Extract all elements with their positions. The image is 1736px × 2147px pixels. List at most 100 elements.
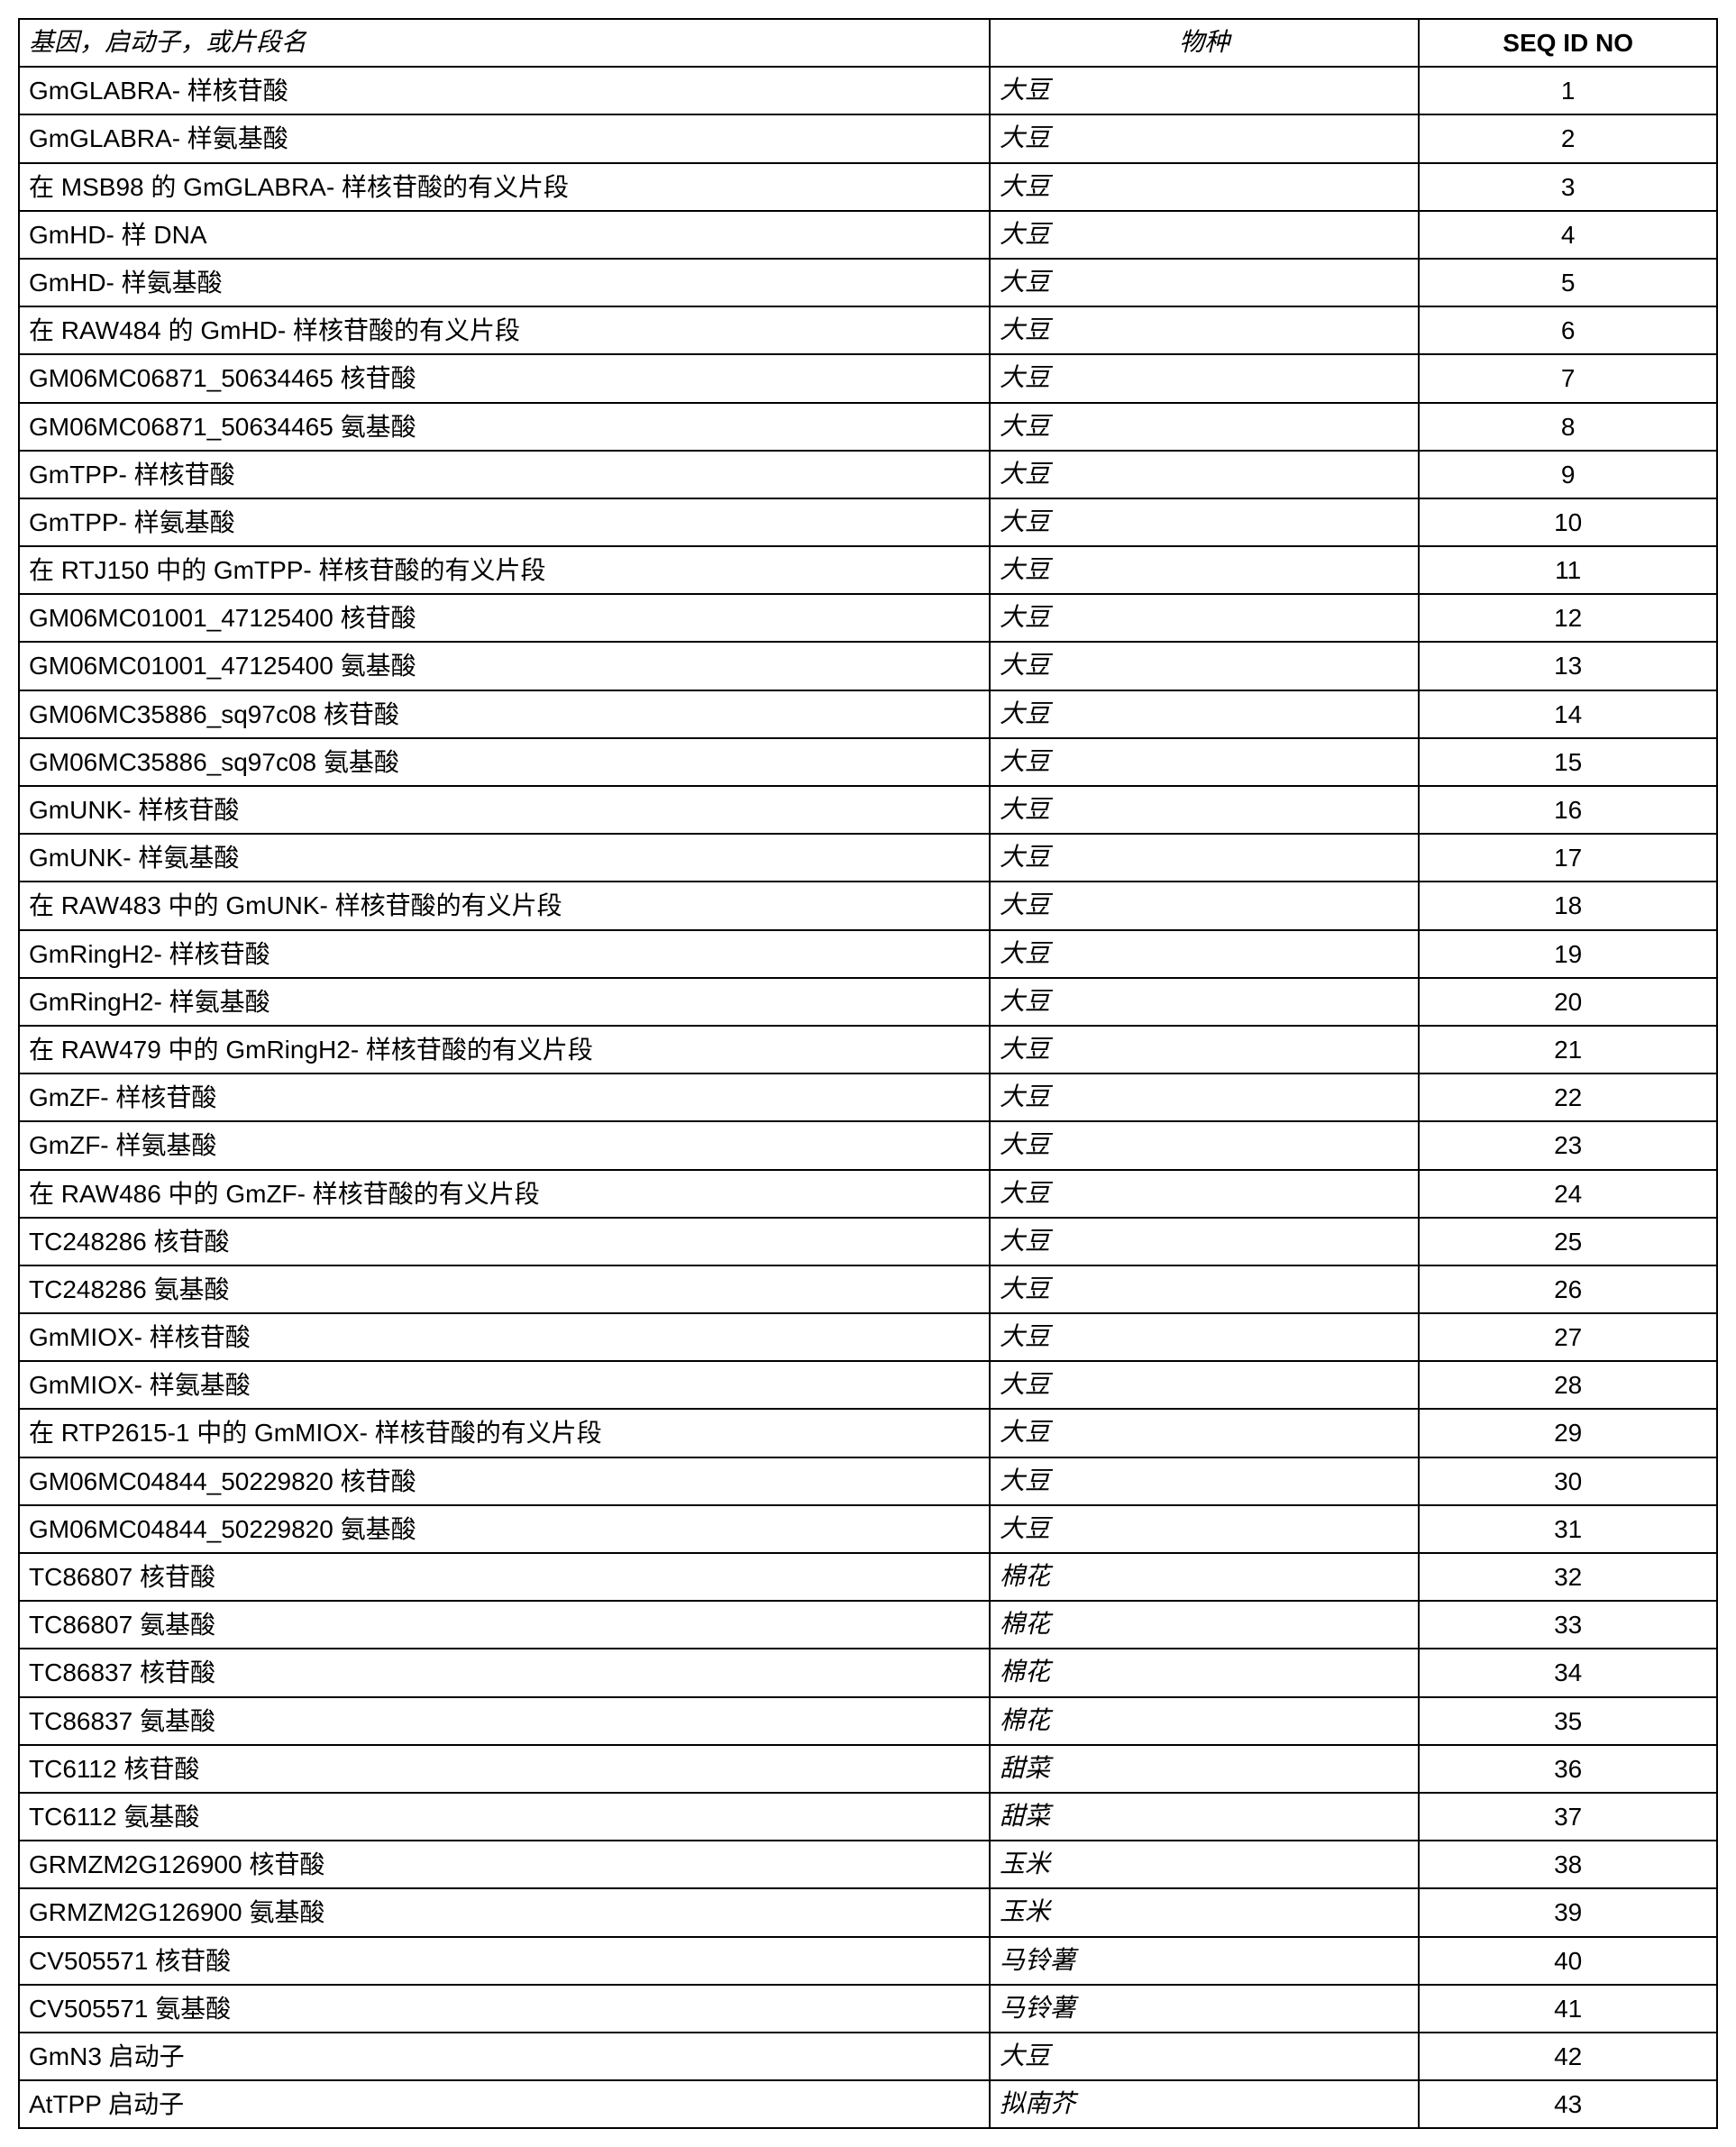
cell-seq-id: 2 bbox=[1419, 114, 1717, 162]
table-body: GmGLABRA- 样核苷酸大豆1GmGLABRA- 样氨基酸大豆2在 MSB9… bbox=[19, 67, 1717, 2128]
cell-gene-name: TC248286 氨基酸 bbox=[19, 1265, 990, 1313]
table-row: 在 RAW484 的 GmHD- 样核苷酸的有义片段大豆6 bbox=[19, 306, 1717, 354]
cell-seq-id: 26 bbox=[1419, 1265, 1717, 1313]
cell-gene-name: TC86807 核苷酸 bbox=[19, 1553, 990, 1601]
cell-species: 大豆 bbox=[990, 354, 1419, 402]
cell-seq-id: 19 bbox=[1419, 930, 1717, 978]
table-row: 在 RTP2615-1 中的 GmMIOX- 样核苷酸的有义片段大豆29 bbox=[19, 1409, 1717, 1457]
table-row: GM06MC01001_47125400 核苷酸大豆12 bbox=[19, 594, 1717, 642]
cell-species: 大豆 bbox=[990, 642, 1419, 690]
cell-gene-name: GmMIOX- 样氨基酸 bbox=[19, 1361, 990, 1409]
header-species: 物种 bbox=[990, 19, 1419, 67]
table-row: 在 RAW483 中的 GmUNK- 样核苷酸的有义片段大豆18 bbox=[19, 882, 1717, 929]
cell-species: 大豆 bbox=[990, 498, 1419, 546]
cell-seq-id: 15 bbox=[1419, 738, 1717, 786]
cell-gene-name: GmZF- 样核苷酸 bbox=[19, 1074, 990, 1121]
cell-gene-name: GmMIOX- 样核苷酸 bbox=[19, 1313, 990, 1361]
cell-species: 大豆 bbox=[990, 1218, 1419, 1265]
cell-seq-id: 1 bbox=[1419, 67, 1717, 114]
header-name: 基因，启动子，或片段名 bbox=[19, 19, 990, 67]
header-seq-id: SEQ ID NO bbox=[1419, 19, 1717, 67]
cell-seq-id: 21 bbox=[1419, 1026, 1717, 1074]
cell-gene-name: GM06MC01001_47125400 氨基酸 bbox=[19, 642, 990, 690]
cell-seq-id: 33 bbox=[1419, 1601, 1717, 1649]
cell-gene-name: 在 MSB98 的 GmGLABRA- 样核苷酸的有义片段 bbox=[19, 163, 990, 211]
cell-gene-name: GM06MC06871_50634465 核苷酸 bbox=[19, 354, 990, 402]
cell-seq-id: 37 bbox=[1419, 1793, 1717, 1841]
cell-seq-id: 27 bbox=[1419, 1313, 1717, 1361]
table-row: GRMZM2G126900 核苷酸玉米38 bbox=[19, 1841, 1717, 1888]
cell-species: 拟南芥 bbox=[990, 2080, 1419, 2128]
cell-gene-name: GmHD- 样氨基酸 bbox=[19, 259, 990, 306]
cell-species: 大豆 bbox=[990, 211, 1419, 259]
table-row: GmUNK- 样氨基酸大豆17 bbox=[19, 834, 1717, 882]
cell-gene-name: TC6112 氨基酸 bbox=[19, 1793, 990, 1841]
table-row: GmRingH2- 样核苷酸大豆19 bbox=[19, 930, 1717, 978]
cell-gene-name: 在 RAW479 中的 GmRingH2- 样核苷酸的有义片段 bbox=[19, 1026, 990, 1074]
cell-species: 大豆 bbox=[990, 1121, 1419, 1169]
cell-species: 大豆 bbox=[990, 1313, 1419, 1361]
cell-species: 马铃薯 bbox=[990, 1985, 1419, 2033]
cell-species: 大豆 bbox=[990, 882, 1419, 929]
table-row: CV505571 核苷酸马铃薯40 bbox=[19, 1937, 1717, 1985]
cell-seq-id: 17 bbox=[1419, 834, 1717, 882]
table-row: GmZF- 样氨基酸大豆23 bbox=[19, 1121, 1717, 1169]
cell-species: 大豆 bbox=[990, 834, 1419, 882]
cell-seq-id: 28 bbox=[1419, 1361, 1717, 1409]
cell-species: 玉米 bbox=[990, 1888, 1419, 1936]
cell-species: 棉花 bbox=[990, 1697, 1419, 1745]
cell-gene-name: CV505571 氨基酸 bbox=[19, 1985, 990, 2033]
cell-species: 大豆 bbox=[990, 1074, 1419, 1121]
cell-gene-name: GM06MC35886_sq97c08 核苷酸 bbox=[19, 690, 990, 738]
cell-species: 大豆 bbox=[990, 114, 1419, 162]
table-row: GM06MC35886_sq97c08 核苷酸大豆14 bbox=[19, 690, 1717, 738]
cell-gene-name: GmN3 启动子 bbox=[19, 2033, 990, 2080]
cell-seq-id: 11 bbox=[1419, 546, 1717, 594]
cell-seq-id: 13 bbox=[1419, 642, 1717, 690]
cell-gene-name: 在 RTJ150 中的 GmTPP- 样核苷酸的有义片段 bbox=[19, 546, 990, 594]
cell-gene-name: GM06MC04844_50229820 核苷酸 bbox=[19, 1457, 990, 1505]
cell-species: 大豆 bbox=[990, 1409, 1419, 1457]
cell-seq-id: 42 bbox=[1419, 2033, 1717, 2080]
cell-seq-id: 34 bbox=[1419, 1649, 1717, 1696]
cell-species: 大豆 bbox=[990, 546, 1419, 594]
cell-species: 大豆 bbox=[990, 306, 1419, 354]
cell-seq-id: 25 bbox=[1419, 1218, 1717, 1265]
cell-species: 大豆 bbox=[990, 259, 1419, 306]
cell-gene-name: GRMZM2G126900 氨基酸 bbox=[19, 1888, 990, 1936]
cell-gene-name: GmGLABRA- 样核苷酸 bbox=[19, 67, 990, 114]
cell-species: 大豆 bbox=[990, 2033, 1419, 2080]
cell-seq-id: 8 bbox=[1419, 403, 1717, 451]
cell-species: 大豆 bbox=[990, 786, 1419, 834]
table-row: GmN3 启动子大豆42 bbox=[19, 2033, 1717, 2080]
cell-gene-name: TC248286 核苷酸 bbox=[19, 1218, 990, 1265]
cell-gene-name: GRMZM2G126900 核苷酸 bbox=[19, 1841, 990, 1888]
cell-gene-name: TC6112 核苷酸 bbox=[19, 1745, 990, 1793]
cell-species: 马铃薯 bbox=[990, 1937, 1419, 1985]
table-row: GmZF- 样核苷酸大豆22 bbox=[19, 1074, 1717, 1121]
table-row: 在 MSB98 的 GmGLABRA- 样核苷酸的有义片段大豆3 bbox=[19, 163, 1717, 211]
cell-species: 大豆 bbox=[990, 1505, 1419, 1553]
cell-species: 大豆 bbox=[990, 67, 1419, 114]
table-row: GM06MC06871_50634465 核苷酸大豆7 bbox=[19, 354, 1717, 402]
cell-gene-name: 在 RTP2615-1 中的 GmMIOX- 样核苷酸的有义片段 bbox=[19, 1409, 990, 1457]
cell-species: 大豆 bbox=[990, 930, 1419, 978]
cell-gene-name: GmHD- 样 DNA bbox=[19, 211, 990, 259]
table-row: GM06MC04844_50229820 氨基酸大豆31 bbox=[19, 1505, 1717, 1553]
cell-species: 棉花 bbox=[990, 1553, 1419, 1601]
table-row: GM06MC01001_47125400 氨基酸大豆13 bbox=[19, 642, 1717, 690]
cell-seq-id: 43 bbox=[1419, 2080, 1717, 2128]
cell-species: 大豆 bbox=[990, 1361, 1419, 1409]
cell-seq-id: 29 bbox=[1419, 1409, 1717, 1457]
cell-gene-name: GM06MC01001_47125400 核苷酸 bbox=[19, 594, 990, 642]
table-row: GmHD- 样 DNA大豆4 bbox=[19, 211, 1717, 259]
cell-seq-id: 36 bbox=[1419, 1745, 1717, 1793]
cell-species: 大豆 bbox=[990, 690, 1419, 738]
cell-species: 大豆 bbox=[990, 403, 1419, 451]
cell-seq-id: 35 bbox=[1419, 1697, 1717, 1745]
cell-seq-id: 38 bbox=[1419, 1841, 1717, 1888]
table-row: CV505571 氨基酸马铃薯41 bbox=[19, 1985, 1717, 2033]
table-row: TC6112 氨基酸甜菜37 bbox=[19, 1793, 1717, 1841]
cell-gene-name: GM06MC04844_50229820 氨基酸 bbox=[19, 1505, 990, 1553]
cell-species: 大豆 bbox=[990, 738, 1419, 786]
